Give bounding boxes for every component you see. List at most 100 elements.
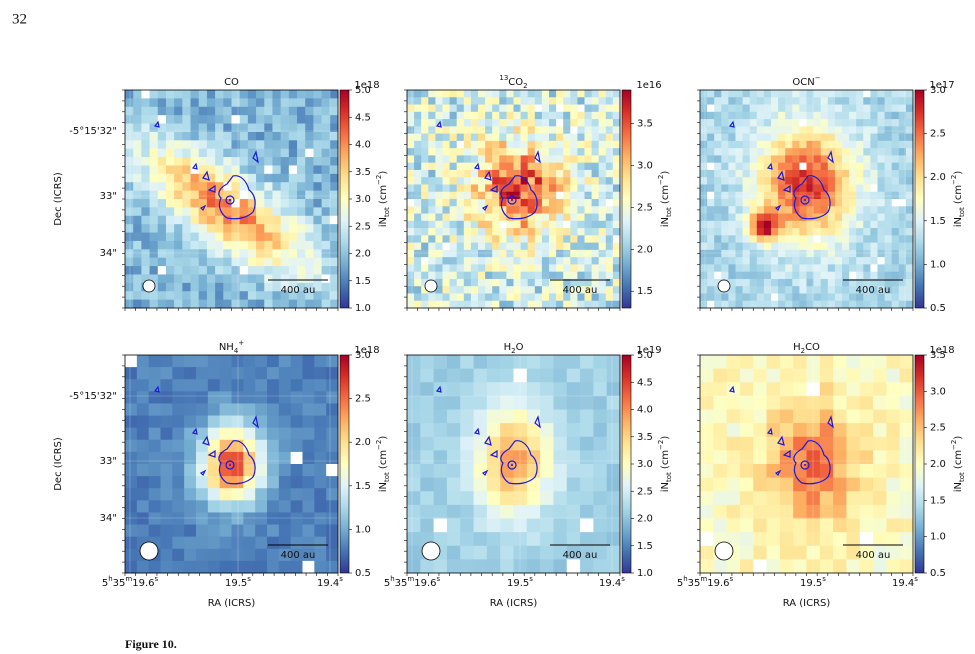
map-cell <box>288 291 298 301</box>
map-cell <box>842 126 850 135</box>
map-cell <box>407 450 421 465</box>
map-cell <box>428 264 436 273</box>
source-marker <box>800 195 810 205</box>
map-cell <box>485 155 493 164</box>
map-cell <box>886 450 901 465</box>
map-cell <box>206 190 216 200</box>
map-cell <box>280 165 290 175</box>
map-cell <box>877 184 886 193</box>
map-cell <box>157 148 167 158</box>
map-cell <box>264 140 273 150</box>
map-cell <box>605 249 614 258</box>
map-cell <box>591 140 600 149</box>
text-part: (cm <box>953 450 964 472</box>
map-cell <box>527 155 536 164</box>
map-cell <box>321 299 331 309</box>
map-cell <box>820 293 829 302</box>
map-cell <box>520 140 529 149</box>
map-cell <box>456 257 465 265</box>
map-cell <box>593 382 608 397</box>
map-cell <box>463 169 472 178</box>
map-cell <box>231 464 244 477</box>
map-cell <box>884 133 893 142</box>
map-cell <box>520 199 529 207</box>
map-cell <box>136 367 150 380</box>
map-cell <box>215 173 224 183</box>
map-cell <box>813 177 822 185</box>
map-cell <box>314 451 327 465</box>
map-cell <box>612 242 621 251</box>
map-cell <box>742 300 751 309</box>
map-cell <box>264 232 273 242</box>
map-cell <box>125 224 134 234</box>
map-cell <box>749 199 758 207</box>
map-cell <box>329 182 339 192</box>
map-cell <box>849 104 857 113</box>
map-cell <box>856 206 864 215</box>
map-cell <box>513 206 522 215</box>
map-cell <box>407 491 421 506</box>
map-cell <box>172 379 185 392</box>
map-cell <box>302 367 315 380</box>
map-cell <box>219 524 232 538</box>
map-cell <box>231 291 241 301</box>
map-cell <box>700 278 708 287</box>
map-cell <box>700 518 714 533</box>
map-cell <box>700 532 714 547</box>
map-cell <box>302 379 315 392</box>
map-cell <box>827 104 836 113</box>
map-cell <box>891 300 900 309</box>
map-cell <box>833 464 847 479</box>
colorbar-tick-label: 1.5 <box>637 541 653 552</box>
map-cell <box>849 257 857 265</box>
map-cell <box>778 90 786 98</box>
map-cell <box>506 220 514 229</box>
map-cell <box>165 98 175 108</box>
map-cell <box>272 266 282 275</box>
map-cell <box>849 278 857 287</box>
map-cell <box>428 184 436 193</box>
map-cell <box>449 191 458 200</box>
colorbar-multiplier: 1e18 <box>354 345 379 356</box>
map-cell <box>500 368 514 383</box>
map-cell <box>247 190 257 200</box>
map-cell <box>297 199 306 208</box>
map-cell <box>449 257 458 265</box>
map-cell <box>305 165 314 175</box>
map-cell <box>407 133 415 142</box>
map-cell <box>778 184 786 193</box>
map-cell <box>460 436 475 451</box>
map-cell <box>149 249 159 259</box>
map-cell <box>256 106 265 116</box>
map-cell <box>239 249 249 259</box>
map-cell <box>463 184 472 193</box>
map-cell <box>792 300 800 309</box>
map-cell <box>196 464 209 477</box>
map-cell <box>492 140 500 149</box>
map-cell <box>456 119 465 127</box>
map-cell <box>421 293 429 302</box>
map-cell <box>141 148 151 158</box>
map-cell <box>763 155 772 164</box>
source-marker <box>507 195 517 205</box>
map-cell <box>806 368 821 383</box>
map-cell <box>190 257 200 267</box>
map-cell <box>215 106 224 116</box>
map-cell <box>506 213 514 222</box>
map-cell <box>500 382 514 397</box>
colorbar-tick-label: 4.0 <box>637 405 653 416</box>
map-cell <box>779 491 794 506</box>
map-cell <box>591 220 600 229</box>
map-cell <box>499 155 507 164</box>
map-cell <box>500 409 514 424</box>
map-cell <box>863 104 871 113</box>
map-cell <box>856 264 864 273</box>
map-cell <box>584 278 593 287</box>
map-cell <box>827 206 836 215</box>
map-cell <box>563 126 571 135</box>
text-part: tot <box>958 472 966 482</box>
map-cell <box>877 286 886 294</box>
map-cell <box>280 274 290 284</box>
scale-bar-label: 400 au <box>563 550 598 561</box>
map-cell <box>541 228 550 236</box>
